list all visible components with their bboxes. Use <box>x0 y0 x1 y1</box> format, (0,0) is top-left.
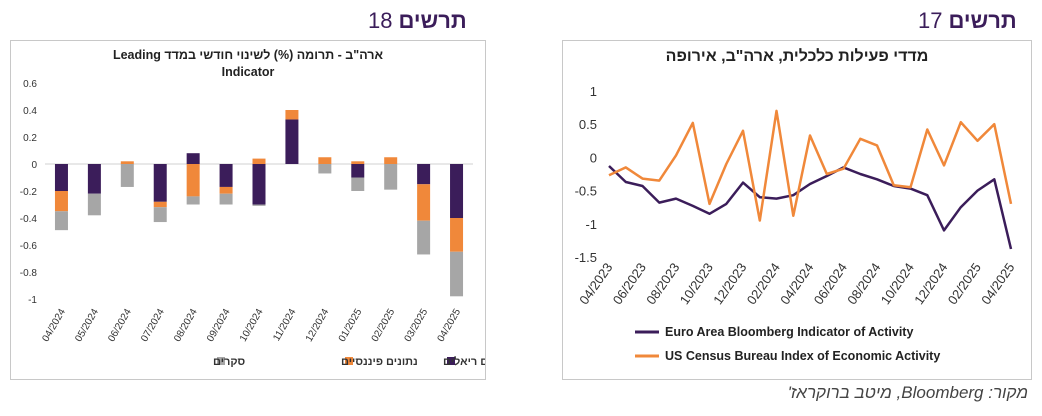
figure-label: תרשים <box>948 8 1017 33</box>
x-tick-label: 04/2024 <box>40 307 68 344</box>
bar-segment <box>252 164 266 205</box>
bar-segment <box>54 191 68 212</box>
bar-segment <box>153 164 167 202</box>
x-tick-label: 07/2024 <box>139 307 167 344</box>
figure-number: 17 <box>918 8 943 33</box>
bar-segment <box>219 164 233 187</box>
series-line <box>608 165 1013 250</box>
bar-segment <box>417 184 431 221</box>
y-tick-label: 0.4 <box>23 106 37 117</box>
x-tick-label: 10/2024 <box>878 260 917 307</box>
bar-segment <box>219 186 233 194</box>
bar-segment <box>318 164 332 174</box>
x-tick-label: 02/2025 <box>370 307 398 344</box>
y-tick-label: 1 <box>590 84 597 99</box>
bar-segment <box>384 164 398 190</box>
x-tick-label: 11/2024 <box>271 307 298 344</box>
y-tick-label: 0 <box>590 150 597 165</box>
legend-swatch <box>345 357 353 365</box>
legend-label: נתונים ריאלים <box>443 355 485 368</box>
figure-17-title: תרשים17 <box>918 8 1017 34</box>
x-tick-label: 06/2023 <box>610 260 649 307</box>
x-tick-label: 12/2024 <box>304 307 332 344</box>
bar-segment <box>219 193 233 205</box>
x-tick-label: 09/2024 <box>205 307 233 344</box>
y-tick-label: -0.8 <box>20 268 38 279</box>
chart-title: ארה"ב - תרומה (%) לשינוי חודשי במדד Lead… <box>113 48 384 62</box>
y-tick-label: 0.5 <box>579 117 597 132</box>
y-tick-label: -1.5 <box>575 250 597 265</box>
x-tick-label: 08/2023 <box>643 260 682 307</box>
bar-segment <box>186 196 200 205</box>
x-tick-label: 02/2025 <box>945 260 984 307</box>
bar-segment <box>87 193 101 216</box>
legend-swatch <box>217 357 225 365</box>
bar-segment <box>450 164 464 218</box>
source-note: מקור: Bloomberg, מיטב ברוקראז' <box>787 383 1028 402</box>
bar-segment <box>417 220 431 255</box>
bar-segment <box>153 201 167 208</box>
x-tick-label: 01/2025 <box>337 307 365 344</box>
bar-segment <box>450 251 464 297</box>
legend-swatch <box>447 357 455 365</box>
x-tick-label: 06/2024 <box>106 307 134 344</box>
bar-segment <box>285 110 299 120</box>
chart-title: מדדי פעילות כלכלית, ארה"ב, אירופה <box>666 47 929 65</box>
x-tick-label: 04/2024 <box>777 260 816 307</box>
bar-segment <box>384 157 398 164</box>
chart-title-line-2: Indicator <box>222 65 275 79</box>
y-tick-label: -0.6 <box>20 241 38 252</box>
bar-segment <box>318 157 332 164</box>
x-tick-label: 02/2024 <box>744 260 783 307</box>
bar-segment <box>120 164 134 187</box>
bar-chart-panel: ארה"ב - תרומה (%) לשינוי חודשי במדד Lead… <box>10 40 512 380</box>
bar-segment <box>351 161 365 164</box>
bar-segment <box>252 158 266 164</box>
y-tick-label: -0.4 <box>20 214 38 225</box>
x-tick-label: 05/2024 <box>73 307 101 344</box>
x-tick-label: 08/2024 <box>172 307 200 344</box>
bar-chart: ארה"ב - תרומה (%) לשינוי חודשי במדד Lead… <box>20 48 512 368</box>
x-tick-label: 12/2024 <box>911 260 950 307</box>
bar-segment <box>186 153 200 164</box>
y-tick-label: -1 <box>585 217 597 232</box>
y-tick-label: 0.2 <box>23 133 37 144</box>
series-line <box>608 109 1013 222</box>
line-chart: מדדי פעילות כלכלית, ארה"ב, אירופה 1 0.5 0 -… <box>575 47 1018 363</box>
legend-label: Euro Area Bloomberg Indicator of Activit… <box>665 325 913 339</box>
figure-number: 18 <box>368 8 393 33</box>
x-tick-label: 12/2023 <box>710 260 749 307</box>
x-tick-label: 10/2023 <box>677 260 716 307</box>
bar-segment <box>186 164 200 197</box>
bar-segment <box>120 161 134 164</box>
bar-segment <box>54 211 68 231</box>
x-tick-label: 06/2024 <box>811 260 850 307</box>
figure-label: תרשים <box>398 8 467 33</box>
x-tick-label: 10/2024 <box>238 307 266 344</box>
legend-label: US Census Bureau Index of Economic Activ… <box>665 349 940 363</box>
bar-segment <box>450 218 464 252</box>
bar-segment <box>153 207 167 223</box>
bar-segment <box>252 204 266 206</box>
line-chart-panel: מדדי פעילות כלכלית, ארה"ב, אירופה 1 0.5 0 -… <box>562 40 1032 380</box>
bar-segment <box>54 164 68 191</box>
bar-segment <box>87 164 101 194</box>
y-tick-label: 0.6 <box>23 79 37 90</box>
figure-18-title: תרשים18 <box>368 8 467 34</box>
y-tick-label: -0.2 <box>20 187 38 198</box>
legend-label: סקרים <box>213 356 246 368</box>
bar-segment <box>351 164 365 178</box>
x-tick-label: 04/2023 <box>576 260 615 307</box>
x-tick-label: 04/2025 <box>436 307 464 344</box>
x-tick-label: 08/2024 <box>844 260 883 307</box>
bar-segment <box>351 177 365 191</box>
x-tick-label: 03/2025 <box>403 307 431 344</box>
x-tick-label: 04/2025 <box>978 260 1017 307</box>
bar-segment <box>285 119 299 164</box>
legend-label: נתונים פיננסיים <box>341 356 418 368</box>
y-tick-label: -0.5 <box>575 184 597 199</box>
y-tick-label: -1 <box>28 295 37 306</box>
y-tick-label: 0 <box>31 160 37 171</box>
bar-segment <box>417 164 431 185</box>
